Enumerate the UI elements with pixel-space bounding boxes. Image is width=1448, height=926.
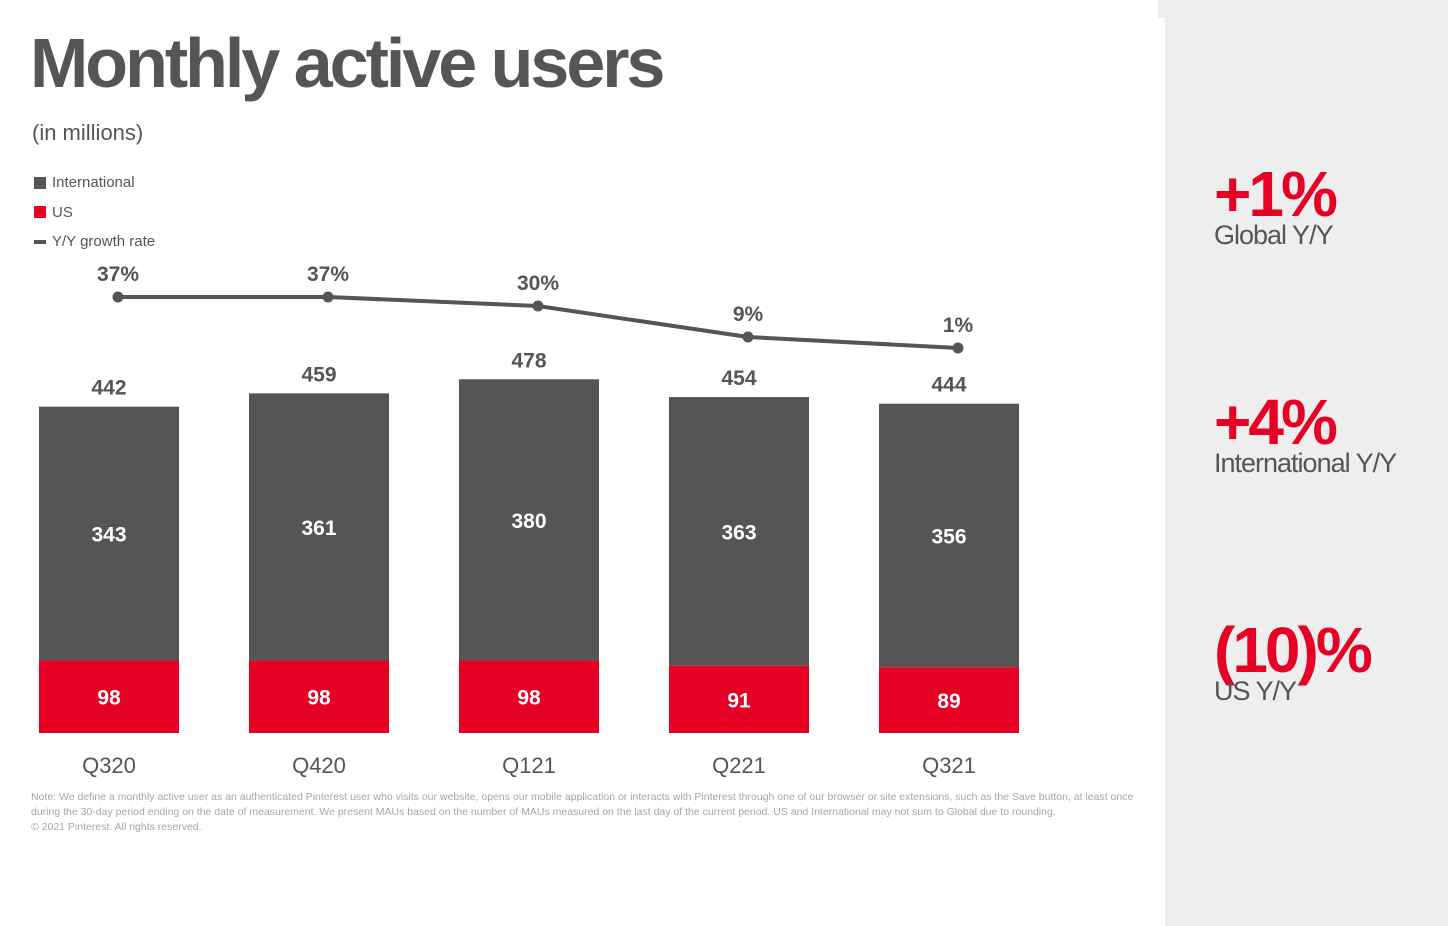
stat-international-label: International Y/Y [1214,448,1397,478]
legend-item-us: US [34,198,155,228]
stat-international-value: +4% [1214,386,1338,458]
bar-us-Q221 [669,665,809,733]
stats-side-panel [1165,18,1448,926]
stat-global: +1% Global Y/Y [1214,158,1338,250]
bar-us-Q321 [879,667,1019,733]
bar-us-Q420 [249,660,389,733]
footnote-text: Note: We define a monthly active user as… [31,791,1134,818]
growth-point-Q121 [532,300,544,312]
growth-point-Q221 [742,331,754,343]
copyright: © 2021 Pinterest. All rights reserved. [31,821,202,833]
growth-point-Q321 [952,342,964,354]
growth-point-Q320 [112,291,124,303]
bar-international-Q121 [459,379,599,661]
chart-legend: International US Y/Y growth rate [34,168,155,257]
footnote: Note: We define a monthly active user as… [31,790,1151,835]
x-tick-label-Q320: Q320 [82,753,136,778]
stat-global-value: +1% [1214,158,1338,230]
x-tick-label-Q121: Q121 [502,753,556,778]
bar-international-Q321 [879,403,1019,668]
legend-label-growth: Y/Y growth rate [52,233,156,251]
bar-label-us-Q221: 91 [727,689,751,712]
stat-international: +4% International Y/Y [1214,386,1397,478]
chart-units-subtitle: (in millions) [32,120,144,145]
growth-label-Q221: 9% [733,303,764,326]
bar-us-Q121 [459,660,599,733]
legend-item-growth: Y/Y growth rate [34,227,155,257]
bar-label-international-Q321: 356 [931,525,966,548]
side-panel-top [1158,0,1448,18]
bar-label-us-Q420: 98 [307,687,331,710]
x-tick-label-Q420: Q420 [292,753,346,778]
bar-total-label-Q420: 459 [301,363,336,386]
growth-label-Q420: 37% [307,263,349,286]
bar-total-label-Q321: 444 [931,374,966,397]
growth-point-Q420 [322,291,334,303]
x-tick-label-Q321: Q321 [922,753,976,778]
bar-label-us-Q321: 89 [937,690,960,713]
bar-label-international-Q320: 343 [91,524,126,547]
bar-label-us-Q320: 98 [97,687,121,710]
bar-international-Q221 [669,397,809,666]
mau-chart: 98 343 442 Q320 98 361 459 Q420 98 380 478 Q121 91 36… [39,263,1019,778]
bar-total-label-Q320: 442 [91,377,126,400]
bar-total-label-Q221: 454 [721,367,756,390]
bar-label-us-Q121: 98 [517,687,541,710]
legend-swatch-us [34,206,46,219]
stat-global-label: Global Y/Y [1214,220,1334,250]
growth-label-Q321: 1% [943,314,974,337]
stat-us-label: US Y/Y [1214,676,1297,706]
bar-label-international-Q121: 380 [511,510,546,533]
stat-us: (10)% US Y/Y [1214,614,1373,706]
legend-item-international: International [34,168,155,198]
bar-label-international-Q420: 361 [301,517,336,540]
bar-us-Q320 [39,660,179,733]
bar-total-label-Q121: 478 [511,349,546,372]
legend-label-us: US [52,203,73,221]
bar-label-international-Q221: 363 [721,521,756,544]
legend-swatch-international [34,176,46,189]
growth-label-Q121: 30% [517,272,559,295]
x-tick-label-Q221: Q221 [712,753,766,778]
page-title: Monthly active users [30,24,665,102]
legend-label-international: International [52,174,135,192]
stat-us-value: (10)% [1214,614,1373,686]
bar-international-Q320 [39,406,179,661]
bar-international-Q420 [249,393,389,661]
legend-swatch-growth-line [34,239,46,244]
growth-label-Q320: 37% [97,263,139,286]
